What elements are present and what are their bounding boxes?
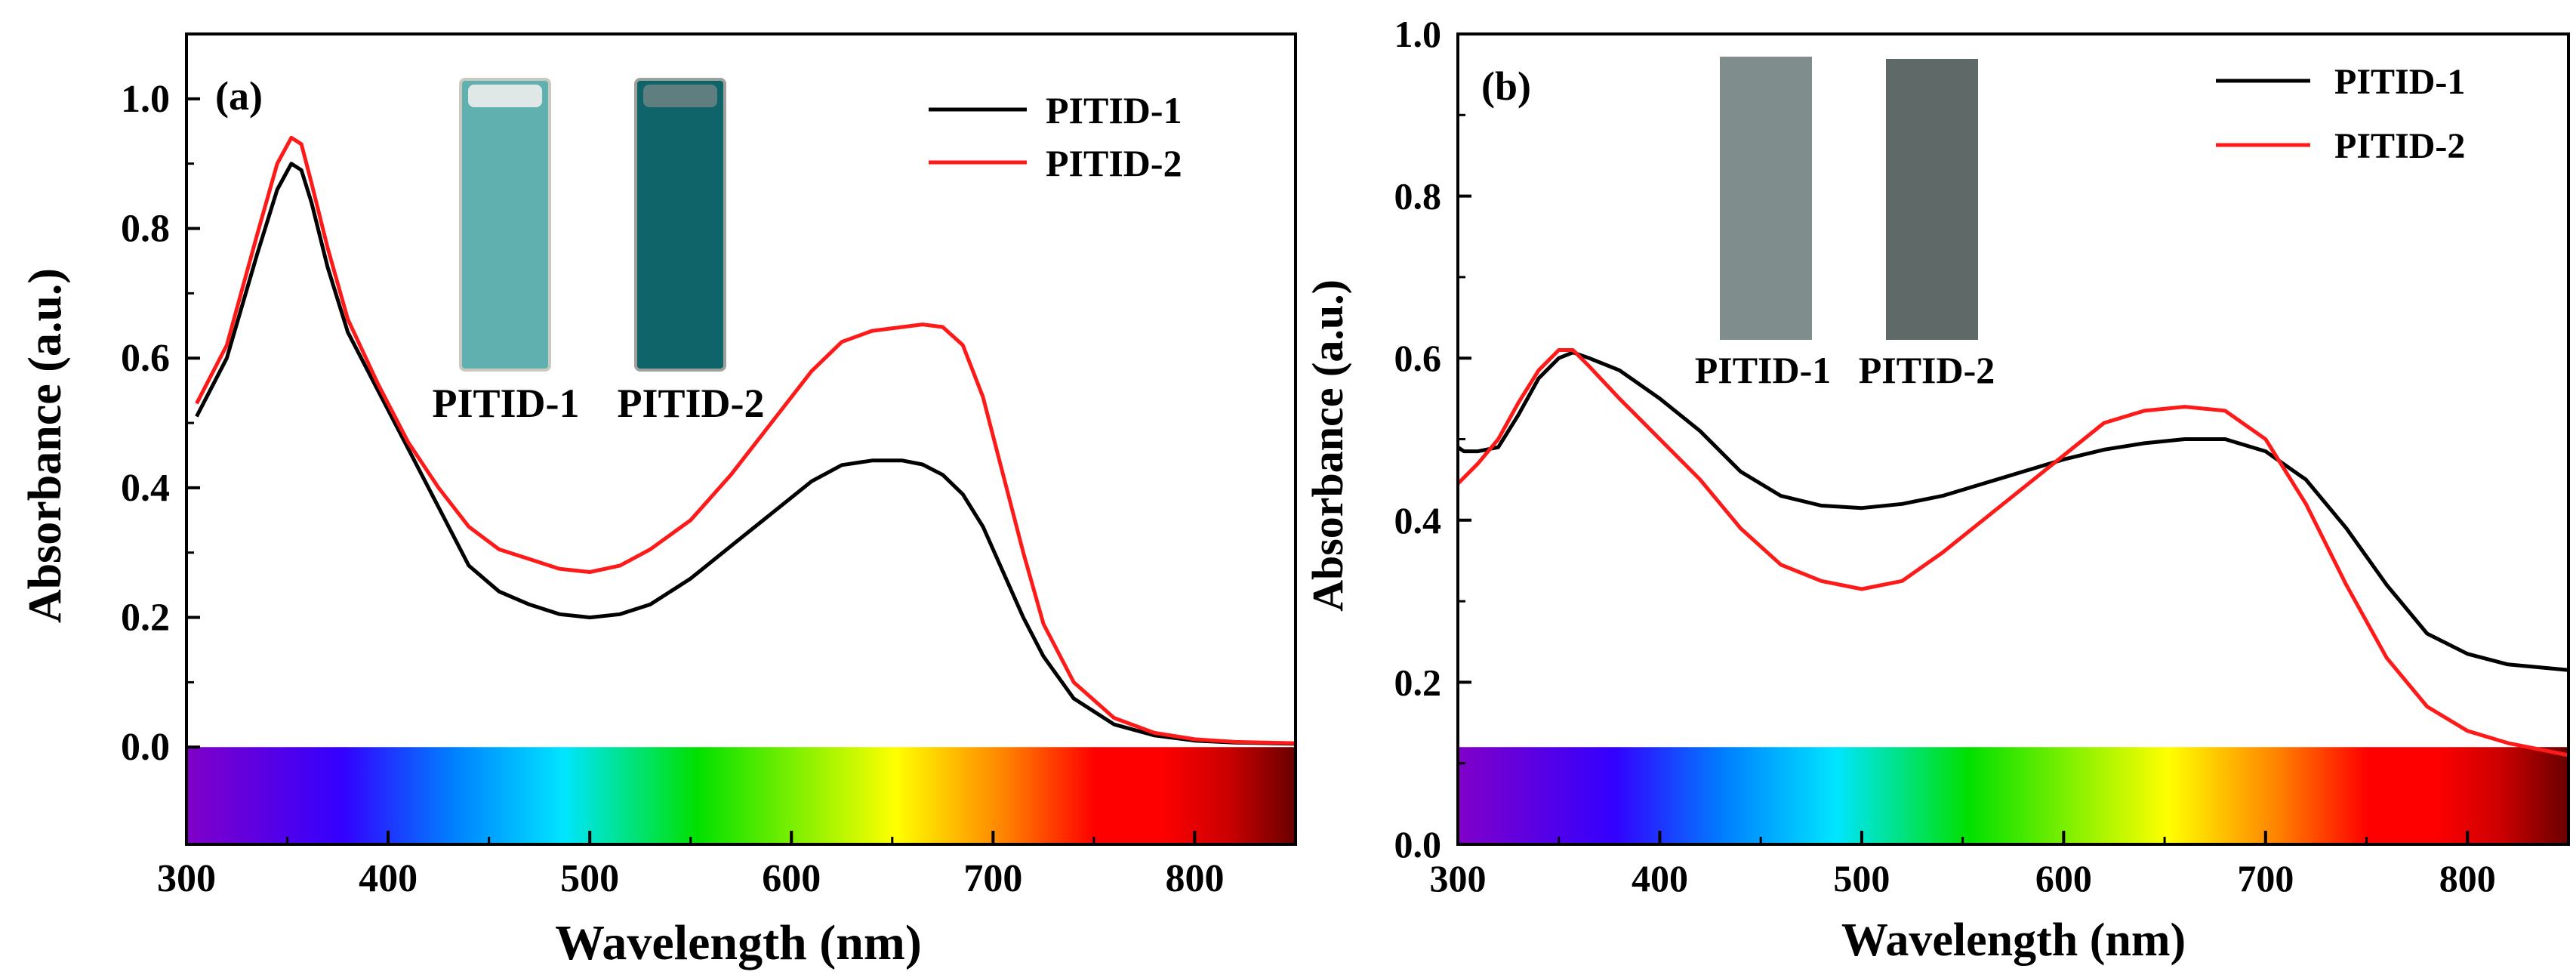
x-tick-label: 500 — [1833, 857, 1890, 899]
film-pitid-2 — [1886, 59, 1978, 340]
panel-label: (a) — [215, 73, 263, 119]
legend: PITID-1 PITID-2 — [2216, 62, 2465, 166]
inset-films: PITID-1 PITID-2 — [1695, 57, 1995, 391]
spectrum-bar — [1459, 747, 2567, 843]
x-tick-label: 600 — [2035, 857, 2092, 899]
film-pitid-1 — [1720, 57, 1812, 340]
x-tick-label: 300 — [1430, 857, 1487, 899]
y-axis-title: Absorbance (a.u.) — [1303, 279, 1352, 612]
y-tick-label: 0.2 — [121, 597, 170, 640]
inset-label-1: PITID-1 — [1695, 349, 1832, 391]
y-tick-label: 0.8 — [1394, 175, 1442, 218]
inset-label-1: PITID-1 — [432, 381, 579, 426]
legend-label-2: PITID-2 — [1046, 142, 1182, 184]
y-tick-label: 1.0 — [121, 78, 170, 121]
legend-label-2: PITID-2 — [2334, 126, 2465, 166]
y-tick-label: 0.6 — [121, 337, 170, 380]
legend-label-1: PITID-1 — [1046, 89, 1182, 131]
cuvette-pitid-2 — [634, 78, 726, 372]
inset-cuvettes: PITID-1 PITID-2 — [432, 78, 765, 426]
cuvette-meniscus — [643, 85, 717, 107]
panel-a-chart: 300 400 500 600 700 800 0.0 0.2 0.4 0.6 0.8 1.0 PIT… — [20, 32, 1297, 970]
y-tick-label: 0.8 — [121, 208, 170, 251]
x-tick-label: 800 — [2439, 857, 2496, 899]
x-tick-label: 700 — [2237, 857, 2294, 899]
y-tick-label: 0.0 — [1394, 823, 1442, 865]
y-tick-label: 0.6 — [1394, 337, 1442, 379]
inset-label-2: PITID-2 — [1859, 349, 1995, 391]
y-tick-label: 0.2 — [1394, 661, 1442, 703]
series-line-pitid-2 — [1456, 348, 2569, 757]
inset-label-2: PITID-2 — [617, 381, 764, 426]
series-line-pitid-2 — [195, 135, 1296, 745]
x-axis-title: Wavelength (nm) — [1841, 915, 2186, 966]
cuvette-meniscus — [468, 85, 542, 107]
legend: PITID-1 PITID-2 — [929, 89, 1182, 184]
x-tick-label: 400 — [1632, 857, 1688, 899]
panel-b-chart: 300 400 500 600 700 800 0.0 0.2 0.4 0.6 0.8 1.0 PIT… — [1303, 13, 2570, 966]
y-tick-label: 0.4 — [121, 467, 170, 510]
series-line-pitid-1 — [1456, 350, 2569, 672]
cuvette-pitid-1 — [459, 78, 551, 372]
legend-label-1: PITID-1 — [2334, 62, 2465, 102]
y-tick-label: 0.4 — [1394, 499, 1442, 541]
spectrum-bar — [188, 747, 1294, 843]
y-tick-label: 0.0 — [121, 726, 170, 769]
y-tick-label: 1.0 — [1394, 13, 1442, 55]
plot-frame — [185, 32, 1297, 846]
x-tick-label: 600 — [762, 857, 821, 900]
x-tick-label: 800 — [1165, 857, 1224, 900]
x-tick-label: 300 — [157, 857, 216, 900]
series-line-pitid-1 — [195, 162, 1296, 746]
x-tick-label: 700 — [963, 857, 1022, 900]
x-axis-title: Wavelength (nm) — [555, 915, 922, 970]
x-tick-label: 400 — [359, 857, 418, 900]
panel-label: (b) — [1481, 63, 1531, 109]
y-axis-title: Absorbance (a.u.) — [20, 268, 71, 623]
x-tick-label: 500 — [560, 857, 619, 900]
